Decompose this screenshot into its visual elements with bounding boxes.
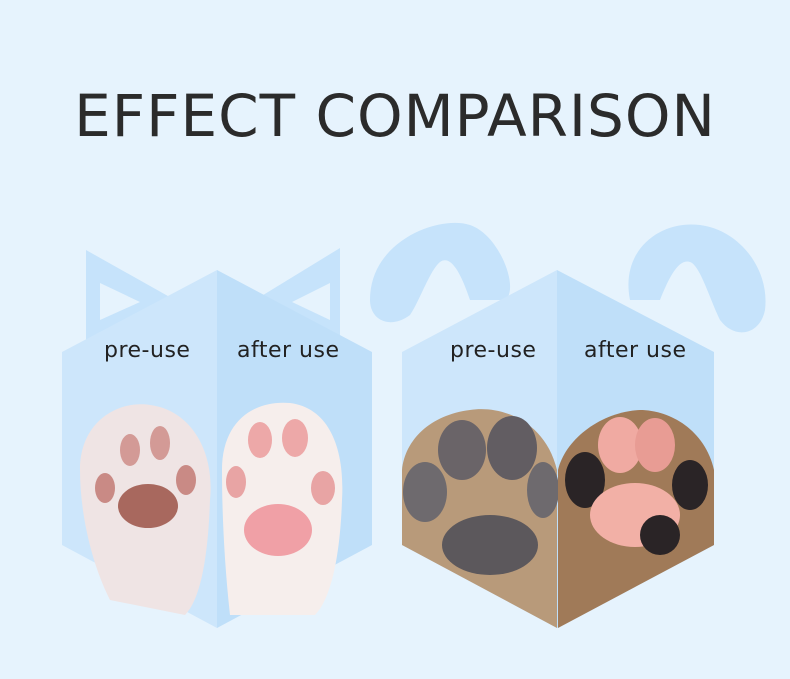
cat-ears — [86, 248, 340, 345]
dog-paw-after-image — [558, 410, 714, 628]
cat-pre-use-label: pre-use — [104, 338, 191, 363]
page-title: EFFECT COMPARISON — [74, 82, 716, 150]
dog-paw-before-image — [402, 409, 559, 628]
cat-paw-after-image — [222, 402, 343, 615]
cat-paw-before-image — [80, 404, 211, 615]
cat-after-use-label: after use — [237, 338, 340, 363]
dog-ears — [370, 222, 766, 333]
dog-after-use-label: after use — [584, 338, 687, 363]
dog-pre-use-label: pre-use — [450, 338, 537, 363]
